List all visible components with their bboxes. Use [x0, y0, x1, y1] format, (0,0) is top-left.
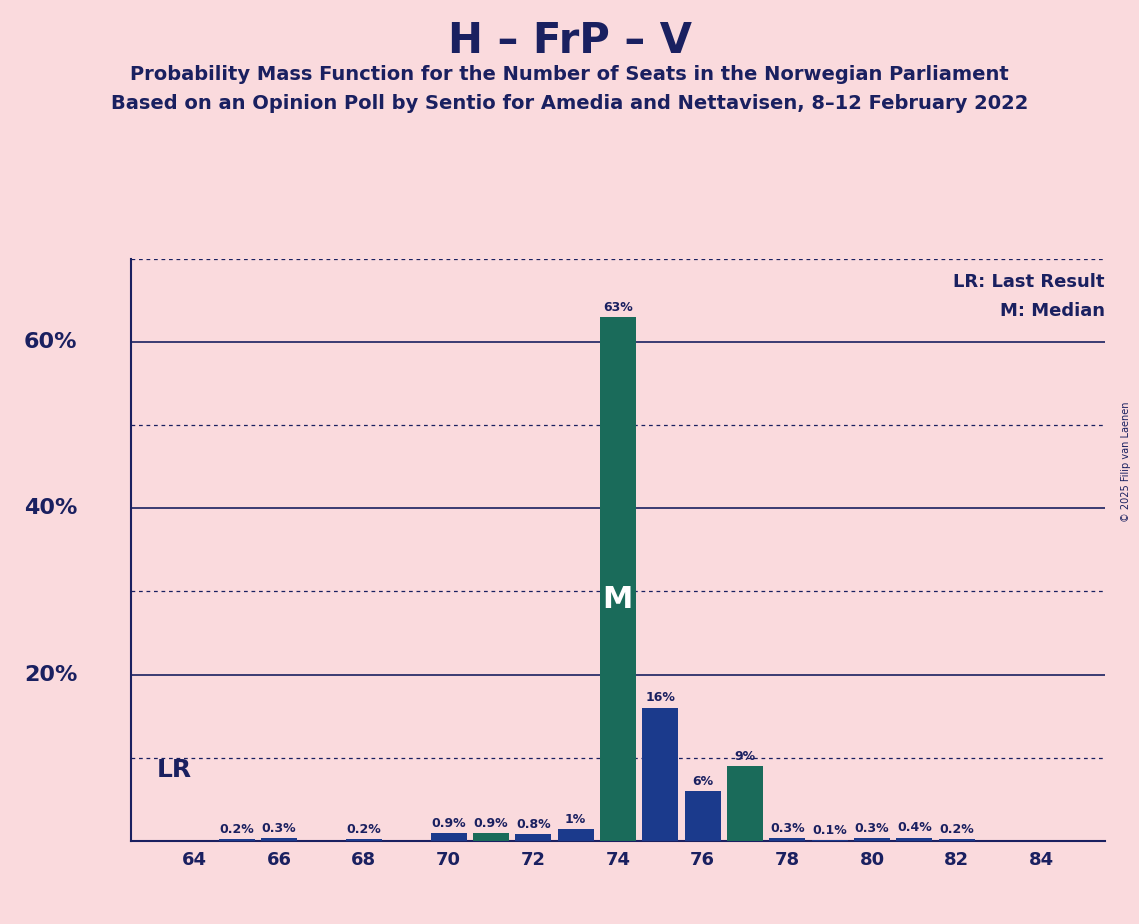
Text: Based on an Opinion Poll by Sentio for Amedia and Nettavisen, 8–12 February 2022: Based on an Opinion Poll by Sentio for A…: [110, 94, 1029, 114]
Text: © 2025 Filip van Laenen: © 2025 Filip van Laenen: [1121, 402, 1131, 522]
Text: 0.1%: 0.1%: [812, 823, 847, 837]
Text: 0.9%: 0.9%: [474, 817, 508, 830]
Text: 0.3%: 0.3%: [770, 822, 804, 835]
Bar: [473, 833, 509, 841]
Text: Probability Mass Function for the Number of Seats in the Norwegian Parliament: Probability Mass Function for the Number…: [130, 65, 1009, 84]
Text: 60%: 60%: [24, 332, 77, 352]
Bar: [939, 839, 975, 841]
Bar: [346, 839, 382, 841]
Bar: [896, 837, 933, 841]
Text: 0.3%: 0.3%: [262, 822, 296, 835]
Bar: [727, 766, 763, 841]
Text: H – FrP – V: H – FrP – V: [448, 20, 691, 62]
Text: M: Median: M: Median: [1000, 302, 1105, 321]
Bar: [261, 838, 297, 841]
Text: 0.2%: 0.2%: [346, 823, 382, 836]
Bar: [854, 838, 890, 841]
Text: 0.4%: 0.4%: [896, 821, 932, 834]
Text: 63%: 63%: [603, 300, 633, 313]
Bar: [600, 317, 636, 841]
Text: 9%: 9%: [735, 749, 755, 762]
Text: 40%: 40%: [24, 498, 77, 518]
Bar: [558, 829, 593, 841]
Text: 0.2%: 0.2%: [940, 823, 974, 836]
Bar: [685, 791, 721, 841]
Text: LR: Last Result: LR: Last Result: [953, 274, 1105, 291]
Bar: [642, 708, 678, 841]
Bar: [219, 839, 255, 841]
Text: 6%: 6%: [693, 774, 713, 787]
Text: M: M: [603, 585, 633, 614]
Text: 0.9%: 0.9%: [432, 817, 466, 830]
Text: 0.3%: 0.3%: [854, 822, 890, 835]
Text: 1%: 1%: [565, 813, 587, 826]
Text: 20%: 20%: [24, 664, 77, 685]
Text: LR: LR: [156, 759, 191, 782]
Bar: [515, 834, 551, 841]
Bar: [431, 833, 467, 841]
Text: 0.2%: 0.2%: [220, 823, 254, 836]
Text: 16%: 16%: [646, 691, 675, 704]
Bar: [769, 838, 805, 841]
Text: 0.8%: 0.8%: [516, 818, 550, 831]
